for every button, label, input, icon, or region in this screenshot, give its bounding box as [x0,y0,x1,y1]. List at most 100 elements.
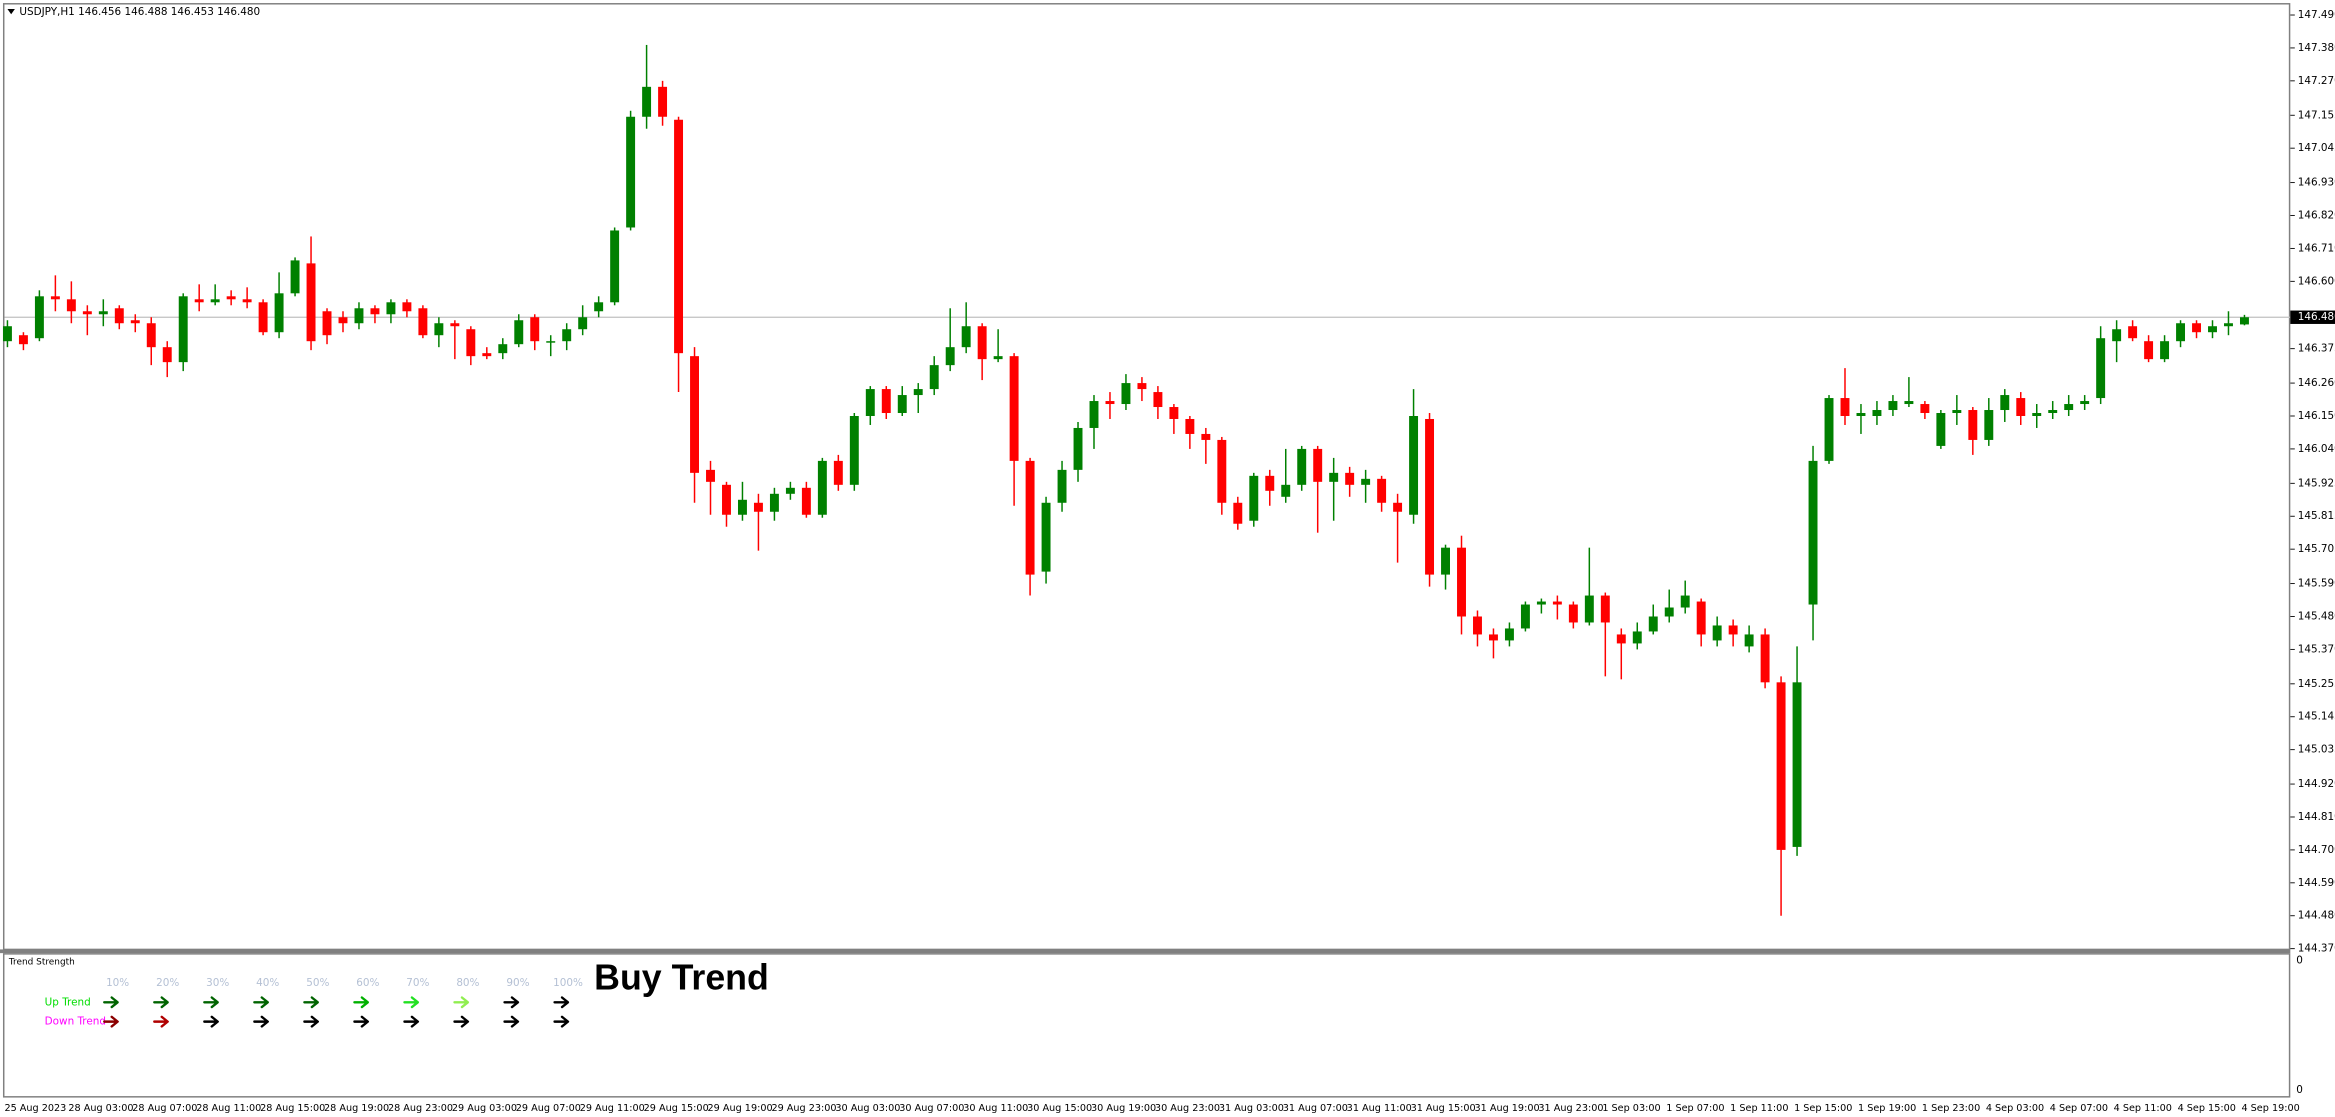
candle-body [1121,383,1131,405]
x-tick-label: 28 Aug 03:00 [68,1103,133,1114]
indicator-pane [2,953,2291,1098]
level-label: 60% [356,977,379,989]
y-tick-label: 146.930 [2298,177,2335,189]
candle-body [2016,398,2026,416]
candle-body [1936,413,1946,446]
candle-body [737,499,747,515]
candle-body [1600,595,1610,623]
candle-body [66,299,76,312]
level-label: 70% [406,977,429,989]
candle-body [801,487,811,515]
candle-body [2128,326,2138,339]
x-tick-label: 31 Aug 03:00 [1219,1103,1284,1114]
candle-body [1824,398,1834,461]
candle-body [2096,338,2106,399]
candle-body [1680,595,1690,608]
candle-body [1696,601,1706,635]
candle-body [1105,401,1115,405]
candle-body [562,329,572,342]
trend-arrow [353,996,370,1009]
x-tick-label: 4 Sep 07:00 [2050,1103,2108,1114]
y-tick-label: 145.590 [2298,578,2335,590]
x-tick-label: 1 Sep 03:00 [1602,1103,1660,1114]
y-tick-label: 145.925 [2298,477,2335,489]
x-tick-label: 29 Aug 11:00 [580,1103,645,1114]
candle-body [162,347,172,363]
level-label: 40% [256,977,279,989]
candle-body [1441,547,1450,575]
x-tick-label: 31 Aug 23:00 [1538,1103,1603,1114]
trend-arrow [203,996,219,1009]
trend-arrow [453,1015,470,1028]
level-label: 100% [553,977,583,989]
y-tick-label: 147.270 [2298,75,2335,87]
y-tick-label: 144.370 [2298,943,2335,955]
candle-body [338,317,348,324]
menu-triangle [7,9,15,15]
trend-arrow [203,1015,219,1028]
candle-body [1073,427,1083,470]
trend-arrow [353,1015,370,1028]
candle-body [1297,448,1307,485]
trend-arrow [553,1015,570,1028]
candle-body [322,311,332,336]
candle-body [546,341,556,343]
candle-body [290,260,300,294]
candle-body [2,326,12,342]
candle-body [1025,460,1035,575]
x-tick-label: 29 Aug 15:00 [644,1103,709,1114]
x-tick-label: 30 Aug 15:00 [1027,1103,1092,1114]
row-label: Up Trend [45,996,91,1008]
candle-body [817,460,827,515]
candle-body [514,320,524,345]
candle-body [274,293,284,333]
trend-arrow [403,1015,420,1028]
y-tick-label: 146.600 [2298,275,2335,287]
y-tick-label: 147.045 [2298,142,2335,154]
candle-body [833,460,843,485]
candle-body [1760,634,1770,683]
candle-body [1217,439,1227,503]
x-tick-label: 31 Aug 11:00 [1347,1103,1412,1114]
candle-body [1425,418,1435,575]
candle-body [2064,404,2074,411]
x-tick-label: 29 Aug 07:00 [516,1103,581,1114]
candle-body [993,356,1003,360]
candle-body [1856,413,1866,416]
level-label: 30% [206,977,229,989]
x-tick-label: 28 Aug 19:00 [324,1103,389,1114]
trend-arrow [403,996,420,1009]
x-tick-label: 1 Sep 11:00 [1730,1103,1788,1114]
x-tick-label: 1 Sep 07:00 [1666,1103,1724,1114]
trend-arrow [453,996,470,1009]
level-label: 20% [156,977,179,989]
candle-body [1393,502,1403,512]
y-tick-label: 144.480 [2298,910,2335,922]
candle-body [1329,472,1339,482]
x-tick-label: 28 Aug 15:00 [260,1103,325,1114]
y-tick-label: 145.480 [2298,610,2335,622]
trend-arrow [153,1015,169,1028]
candle-body [1281,484,1291,497]
candle-body [370,308,380,315]
candle-body [1504,628,1514,641]
candle-body [2192,323,2201,333]
candle-body [2000,395,2010,411]
candle-body [1952,410,1962,414]
trend-arrow [253,1015,269,1028]
trend-arrow [503,996,520,1009]
candle-body [1169,407,1179,419]
candle-body [530,317,540,342]
candle-body [785,487,795,494]
candle-body [498,344,508,354]
candle-body [674,119,684,354]
x-tick-label: 4 Sep 15:00 [2178,1103,2236,1114]
indicator-scale-top: 0 [2296,955,2303,967]
candle-body [1664,607,1674,617]
x-tick-label: 30 Aug 23:00 [1155,1103,1220,1114]
y-tick-label: 145.370 [2298,643,2335,655]
candle-body [402,302,412,312]
y-tick-label: 145.815 [2298,510,2335,522]
candle-body [1249,475,1259,521]
